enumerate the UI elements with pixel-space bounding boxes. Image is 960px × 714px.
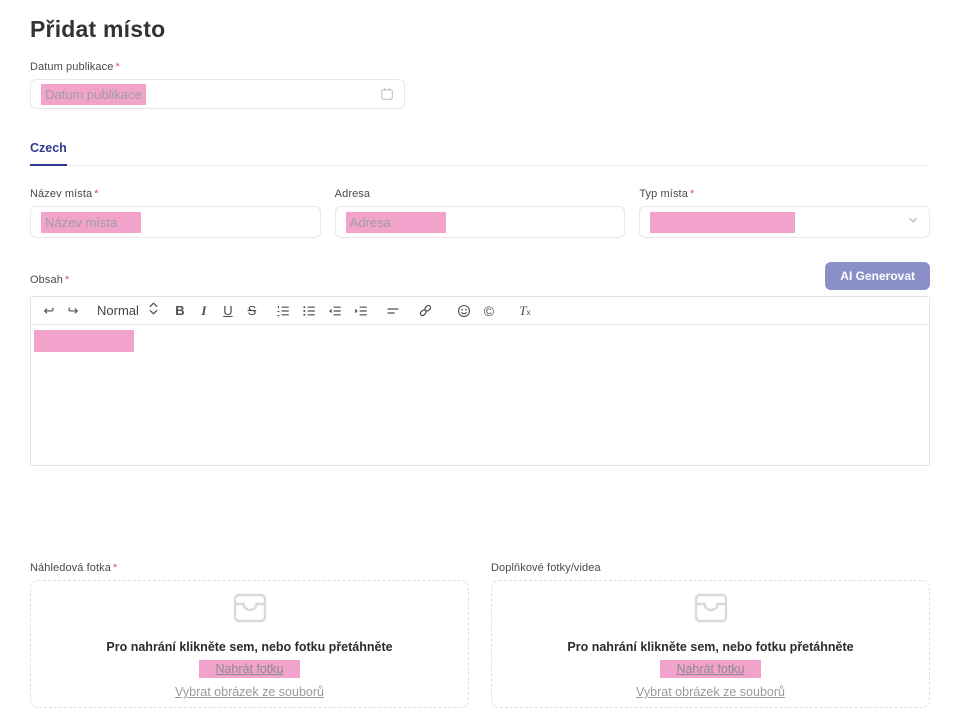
- alignment-icon[interactable]: [386, 301, 400, 321]
- upload-hint: Pro nahrání klikněte sem, nebo fotku pře…: [106, 640, 393, 654]
- publish-date-placeholder: Datum publikace: [41, 83, 146, 105]
- preview-photo-field: Náhledová fotka * Pro nahrání klikněte se…: [30, 562, 469, 708]
- required-mark: *: [689, 188, 695, 200]
- place-name-label: Název místa *: [30, 188, 99, 200]
- required-mark: *: [115, 61, 120, 73]
- upload-photo-link[interactable]: Nahrát fotku: [660, 660, 761, 678]
- page-title: Přidat místo: [30, 16, 166, 42]
- link-group: [418, 301, 433, 321]
- preview-photo-dropzone[interactable]: Pro nahrání klikněte sem, nebo fotku pře…: [30, 580, 469, 708]
- address-input[interactable]: Adresa: [334, 206, 626, 238]
- italic-icon[interactable]: I: [198, 301, 210, 321]
- underline-icon[interactable]: U: [222, 301, 234, 321]
- address-field: Adresa Adresa: [334, 188, 626, 238]
- place-name-placeholder: Název místa: [41, 211, 141, 233]
- publish-date-input[interactable]: Datum publikace: [30, 79, 405, 109]
- additional-media-dropzone[interactable]: Pro nahrání klikněte sem, nebo fotku pře…: [491, 580, 930, 708]
- address-label: Adresa: [334, 188, 371, 200]
- address-placeholder: Adresa: [345, 211, 446, 233]
- language-tabs: Czech: [30, 139, 930, 166]
- uploads-section: Náhledová fotka * Pro nahrání klikněte se…: [30, 562, 930, 708]
- additional-media-field: Doplňkové fotky/videa Pro nahrání klikně…: [491, 562, 930, 708]
- insert-group: ©: [457, 301, 495, 321]
- inbox-icon: [691, 591, 731, 630]
- publish-date-field: Datum publikace * Datum publikace: [30, 61, 405, 109]
- upload-hint: Pro nahrání klikněte sem, nebo fotku pře…: [567, 640, 854, 654]
- place-type-select[interactable]: [639, 206, 931, 238]
- text-style-group: B I U S: [174, 301, 258, 321]
- place-info-row: Název místa * Název místa Adresa Adresa T…: [30, 188, 931, 238]
- place-name-input[interactable]: Název místa: [30, 206, 321, 238]
- chevron-down-icon: [907, 213, 919, 231]
- editor-content-highlight: [34, 330, 134, 352]
- ordered-list-icon[interactable]: [276, 301, 290, 321]
- required-mark: *: [94, 188, 99, 200]
- additional-media-label: Doplňkové fotky/videa: [491, 562, 601, 574]
- calendar-icon: [380, 87, 394, 101]
- place-type-field: Typ místa *: [639, 188, 931, 238]
- align-group: [386, 301, 400, 321]
- upload-photo-link[interactable]: Nahrát fotku: [199, 660, 300, 678]
- strikethrough-icon[interactable]: S: [246, 301, 258, 321]
- preview-photo-label: Náhledová fotka *: [30, 562, 118, 574]
- special-characters-icon[interactable]: ©: [483, 302, 495, 319]
- publish-date-label: Datum publikace *: [30, 61, 120, 73]
- indent-icon[interactable]: [354, 301, 368, 321]
- emoji-icon[interactable]: [457, 301, 471, 321]
- tab-czech[interactable]: Czech: [30, 141, 67, 166]
- undo-icon[interactable]: ↩: [43, 301, 55, 321]
- paragraph-style-value: Normal: [97, 303, 139, 318]
- bullet-list-icon[interactable]: [302, 301, 316, 321]
- outdent-icon[interactable]: [328, 301, 342, 321]
- editor-content[interactable]: [31, 325, 929, 465]
- content-label: Obsah *: [30, 274, 70, 286]
- browse-files-link[interactable]: Vybrat obrázek ze souborů: [175, 685, 324, 699]
- required-mark: *: [113, 562, 118, 574]
- place-type-label: Typ místa *: [639, 188, 695, 200]
- sorter-icon: [149, 302, 158, 320]
- content-editor: ↩ ↪ Normal B I U S: [30, 296, 930, 466]
- ai-generate-button[interactable]: AI Generovat: [825, 262, 930, 290]
- redo-icon[interactable]: ↪: [67, 301, 79, 321]
- editor-toolbar: ↩ ↪ Normal B I U S: [31, 297, 929, 325]
- place-type-value: [650, 211, 796, 233]
- place-name-field: Název místa * Název místa: [30, 188, 321, 238]
- content-header: Obsah * AI Generovat: [30, 262, 930, 290]
- paragraph-style-select[interactable]: Normal: [97, 302, 158, 320]
- bold-icon[interactable]: B: [174, 301, 186, 321]
- inbox-icon: [230, 591, 270, 630]
- link-icon[interactable]: [418, 301, 433, 321]
- required-mark: *: [64, 274, 70, 286]
- browse-files-link[interactable]: Vybrat obrázek ze souborů: [636, 685, 785, 699]
- history-group: ↩ ↪: [43, 301, 79, 321]
- list-group: [276, 301, 368, 321]
